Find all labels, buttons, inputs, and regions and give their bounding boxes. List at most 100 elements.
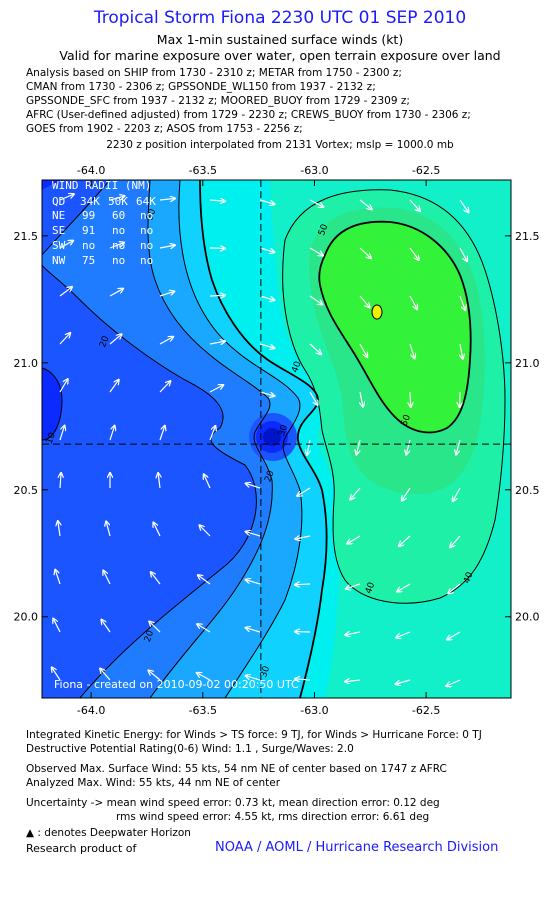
y-tick-label-right: 21.0: [515, 357, 540, 370]
contour-40: [199, 180, 328, 698]
wind-arrow: [100, 668, 111, 681]
wind-radii-header-50k: 50K: [108, 195, 128, 208]
wind-arrow: [245, 579, 261, 585]
wind-arrow: [159, 245, 176, 248]
org-name: NOAA / AOML / Hurricane Research Divisio…: [215, 840, 499, 855]
wind-arrow: [447, 583, 461, 594]
wind-arrow: [350, 487, 361, 500]
wind-arrow: [109, 288, 124, 297]
axis-ticks: -64.0 -64.0 -63.5 -63.5 -63.0 -63.0 -62.5 -62.5…: [14, 164, 540, 717]
analysis-line: GOES from 1902 - 2203 z; ASOS from 1753 …: [26, 123, 303, 135]
wind-arrow: [53, 618, 61, 633]
wind-arrow: [396, 583, 411, 592]
wind-arrow: [209, 341, 226, 344]
wind-arrow: [259, 343, 275, 348]
wind-arrow: [209, 295, 226, 296]
contour-label-40: 40: [364, 581, 377, 595]
center-ring-inner: [263, 428, 281, 446]
wind-arrow: [344, 632, 361, 635]
chart-subtitle: Max 1-min sustained surface winds (kt): [156, 32, 404, 47]
wind-arrow: [409, 295, 418, 310]
contour-labels: 10 20 20 20 30 30 30 40 40 40 50 50: [45, 208, 476, 679]
wind-arrow: [109, 379, 119, 393]
analysis-sources: Analysis based on SHIP from 1730 - 2310 …: [26, 66, 471, 136]
contour-10: [42, 367, 63, 441]
research-label: Research product of: [26, 842, 137, 855]
wind-arrow: [60, 472, 61, 489]
analysis-line: AFRC (User-defined adjusted) from 1729 -…: [26, 109, 471, 121]
wind-arrow: [199, 525, 211, 537]
wind-radii-title: WIND RADII (NM): [52, 179, 151, 192]
x-tick-label-bottom: -63.5: [189, 704, 217, 717]
wind-arrow: [456, 439, 461, 455]
wind-arrow: [359, 199, 373, 210]
wind-arrow: [259, 295, 275, 300]
wind-arrow: [59, 425, 65, 441]
dpr-line: Destructive Potential Rating(0-6) Wind: …: [26, 743, 354, 755]
wind-arrow: [51, 667, 61, 681]
contour-label-30: 30: [277, 423, 290, 437]
wind-arrow: [150, 571, 161, 585]
wind-radii-cell: NE: [52, 209, 65, 222]
wind-arrow: [307, 439, 310, 456]
wind-arrow: [409, 247, 419, 261]
y-tick-label-left: 21.0: [14, 357, 39, 370]
wind-arrow: [401, 487, 411, 501]
wind-arrow: [196, 624, 211, 633]
contour-label-30: 30: [259, 665, 272, 679]
wind-arrow: [209, 248, 226, 249]
x-tick-label-top: -63.5: [189, 164, 217, 177]
wind-radii-table: WIND RADII (NM) QD 34K 50K 64K NE 99 60 …: [52, 179, 156, 267]
wind-radii-cell: 60: [112, 209, 125, 222]
x-tick-label-top: -62.5: [412, 164, 440, 177]
wind-arrow: [148, 670, 161, 681]
wind-radii-cell: no: [140, 239, 153, 252]
wind-arrow: [309, 199, 324, 207]
wind-arrow: [309, 343, 322, 355]
wind-radii-cell: no: [140, 209, 153, 222]
wind-arrow: [59, 332, 71, 345]
contour-label-10: 10: [45, 431, 58, 445]
y-tick-label-left: 21.5: [14, 230, 39, 243]
wind-radii-cell: 75: [82, 254, 95, 267]
deepwater-triangle-icon: ▲: [26, 827, 35, 839]
wind-arrow: [459, 295, 466, 311]
wind-arrow: [398, 535, 411, 547]
wind-arrow: [356, 439, 361, 456]
wind-arrow: [309, 295, 323, 305]
wind-radii-cell: no: [140, 254, 153, 267]
band-50-max: [319, 221, 471, 433]
wind-arrow: [446, 631, 461, 640]
wind-arrow: [409, 343, 415, 359]
wind-arrow: [159, 336, 174, 345]
wind-arrow: [359, 343, 368, 358]
contour-35: [178, 180, 303, 698]
wind-arrow: [59, 240, 74, 249]
y-tick-label-left: 20.0: [14, 611, 39, 624]
wind-arrow: [101, 619, 111, 633]
wind-arrow: [395, 679, 411, 684]
wind-arrow: [159, 380, 171, 393]
wind-arrow: [359, 247, 372, 259]
wind-arrow: [395, 631, 411, 638]
y-tick-label-left: 20.5: [14, 484, 39, 497]
deepwater-note-text: : denotes Deepwater Horizon: [37, 827, 191, 839]
wind-arrow: [259, 247, 275, 252]
wind-arrow: [159, 198, 176, 200]
wind-arrow: [59, 194, 75, 201]
wind-arrow: [459, 199, 469, 213]
wind-arrow: [309, 391, 318, 406]
wind-radii-cell: SW: [52, 239, 66, 252]
wind-arrow: [294, 584, 311, 585]
wind-radii-cell: 91: [82, 224, 95, 237]
wind-arrow: [259, 391, 275, 396]
contour-field: [42, 180, 511, 698]
wind-radii-header-64k: 64K: [136, 195, 156, 208]
wind-arrow: [59, 378, 68, 393]
contour-label-50: 50: [400, 413, 413, 427]
wind-arrow: [103, 570, 111, 585]
analysis-line: Analysis based on SHIP from 1730 - 2310 …: [26, 67, 402, 79]
wind-radii-cell: no: [82, 239, 95, 252]
wind-arrow: [109, 334, 122, 345]
wind-arrow: [196, 672, 211, 681]
